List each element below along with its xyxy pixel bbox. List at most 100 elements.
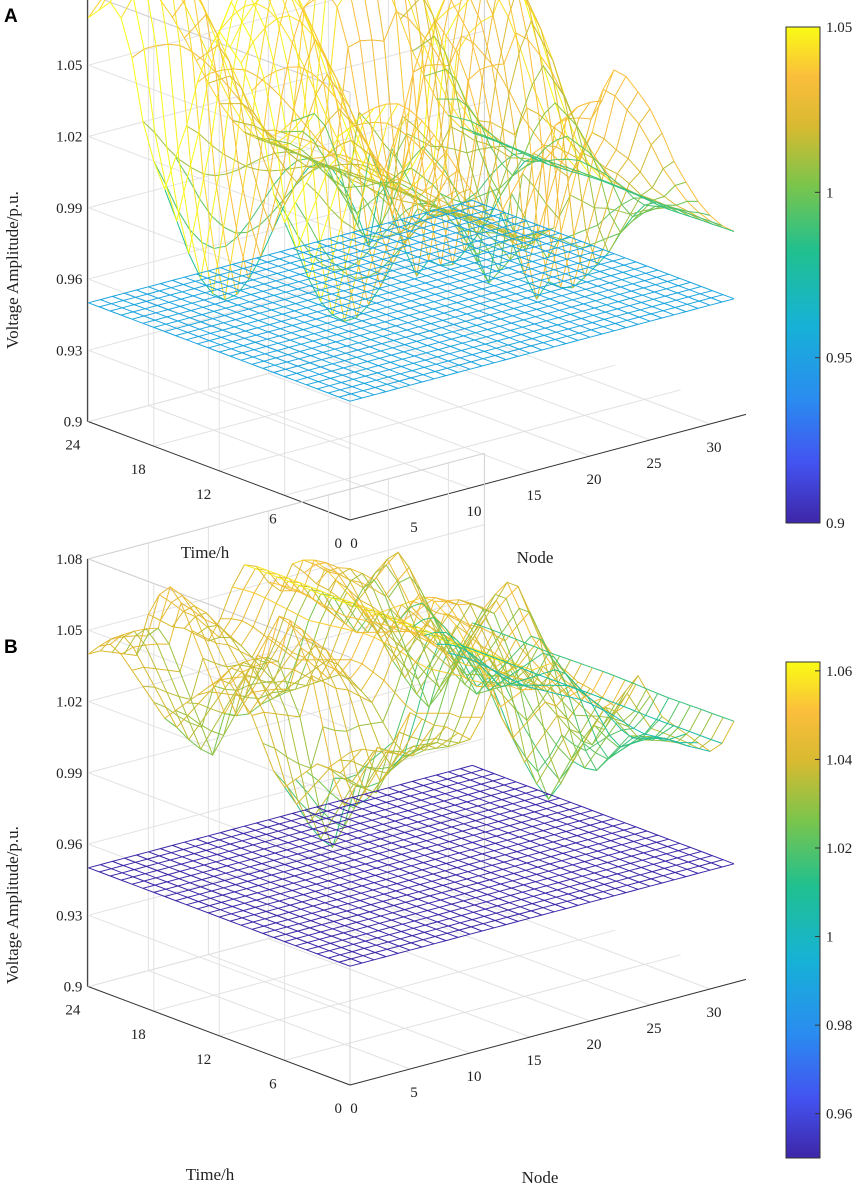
x-axis-line — [349, 978, 747, 1086]
surface-column-line — [220, 267, 483, 367]
surface-column-line — [88, 867, 351, 967]
surface-column-line — [304, 562, 567, 708]
z-tick-label: 0.93 — [56, 343, 82, 359]
colorbar — [785, 26, 821, 524]
surface-column-line — [316, 567, 579, 740]
z-tick-label: 0.9 — [64, 415, 83, 431]
surface-column-line — [256, 565, 519, 666]
surface-column-line — [172, 279, 435, 380]
surface-column-line — [364, 228, 627, 329]
surface-column-line — [340, 235, 603, 335]
surface-column-line — [352, 231, 615, 332]
colorbar — [785, 661, 821, 1159]
surface-column-line — [304, 0, 567, 215]
surface-column-line — [268, 819, 531, 919]
surface-column-line — [100, 634, 363, 806]
surface-column-line — [388, 787, 651, 887]
surface-column-line — [424, 68, 687, 234]
x-tick-label: 10 — [467, 504, 482, 520]
surface-column-line — [148, 286, 411, 386]
x-gridline — [267, 510, 531, 1038]
surface-column-line — [316, 806, 579, 906]
y-axis-title: Time/h — [186, 1165, 235, 1184]
z-tick-label: 1.02 — [56, 694, 82, 710]
voltage-before-optimization-surface — [87, 0, 735, 322]
surface-column-line — [220, 832, 483, 932]
surface-column-line — [400, 784, 663, 884]
surface-column-line — [328, 238, 591, 338]
surface-column-line — [184, 13, 447, 288]
surface-column-line — [136, 854, 399, 954]
chart-panel-a: 0.90.930.960.991.021.051.080510152025300… — [3, 0, 852, 567]
surface-column-line — [304, 809, 567, 910]
surface-column-line — [160, 0, 423, 318]
surface-column-line — [171, 0, 435, 307]
z-tick-label: 1.08 — [56, 0, 82, 3]
surface-column-line — [280, 251, 543, 351]
z-axis-title: Voltage Amplitude/p.u. — [3, 191, 22, 349]
surface-column-line — [448, 652, 711, 752]
x-tick-label: 25 — [647, 456, 662, 472]
surface-column-line — [292, 247, 555, 348]
x-tick-label: 30 — [707, 440, 722, 456]
surface-column-line — [292, 113, 555, 284]
x-axis-title: Node — [522, 1168, 559, 1187]
surface-column-line — [148, 851, 411, 951]
surface-column-line — [436, 98, 699, 218]
surface-column-line — [88, 1, 351, 224]
surface-column-line — [340, 800, 603, 900]
surface-column-line — [400, 0, 663, 267]
surface-row-line — [88, 199, 473, 304]
surface-column-line — [111, 630, 375, 825]
lower-voltage-limit-surface — [88, 764, 735, 967]
colorbar-tick-label: 1.05 — [826, 20, 852, 36]
surface-column-line — [88, 302, 351, 402]
surface-column-line — [377, 0, 603, 300]
surface-column-line — [448, 206, 711, 306]
x-tick-label: 0 — [350, 536, 358, 552]
surface-column-line — [472, 199, 735, 300]
x-tick-label: 15 — [527, 1053, 542, 1069]
surface-column-line — [436, 774, 699, 874]
surface-column-line — [400, 219, 663, 319]
surface-column-line — [364, 793, 627, 894]
z-tick-label: 0.93 — [56, 908, 82, 924]
z-tick-label: 0.9 — [64, 980, 83, 996]
y-tick-label: 12 — [196, 487, 211, 503]
x-axis-title: Node — [517, 548, 554, 567]
surface-column-line — [280, 130, 543, 255]
z-tick-label: 1.02 — [56, 129, 82, 145]
surface-column-line — [124, 857, 387, 958]
colorbar-tick-label: 0.9 — [826, 516, 845, 532]
surface-column-line — [268, 254, 531, 354]
surface-column-line — [423, 0, 651, 280]
x-tick-label: 30 — [707, 1005, 722, 1021]
surface-column-line — [412, 780, 675, 881]
z-tick-label: 0.99 — [56, 201, 82, 217]
surface-column-line — [280, 816, 543, 916]
surface-column-line — [112, 295, 375, 396]
x-tick-label: 0 — [350, 1101, 358, 1117]
surface-column-line — [351, 579, 615, 801]
surface-column-line — [196, 838, 459, 938]
surface-column-line — [448, 771, 711, 871]
surface-column-line — [100, 864, 363, 964]
y-tick-label: 24 — [65, 1003, 81, 1019]
colorbar-tick-label: 0.98 — [826, 1018, 852, 1034]
y-tick-label: 0 — [335, 1101, 343, 1117]
surface-column-line — [184, 276, 447, 377]
surface-column-line — [388, 222, 651, 322]
surface-column-line — [393, 0, 615, 282]
surface-column-line — [232, 263, 495, 364]
surface-column-line — [412, 215, 675, 316]
y-gridline — [87, 558, 485, 988]
chart-panel-b: 0.90.930.960.991.021.051.080510152025300… — [3, 452, 853, 1187]
x-tick-label: 15 — [527, 488, 542, 504]
x-tick-label: 20 — [587, 1037, 602, 1053]
surface-column-line — [460, 644, 723, 744]
surface-column-line — [112, 860, 375, 961]
y-tick-label: 24 — [65, 438, 81, 454]
surface-column-line — [184, 841, 447, 942]
surface-column-line — [208, 835, 471, 935]
surface-column-line — [244, 131, 507, 232]
